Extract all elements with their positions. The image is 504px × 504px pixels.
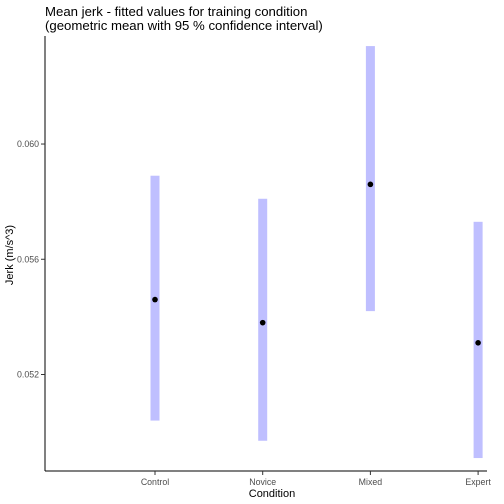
x-axis-ticks: Control Novice Mixed Expert (141, 471, 491, 487)
mean-point-mixed (367, 181, 374, 188)
mean-point-novice (259, 319, 266, 326)
y-tick-label: 0.060 (17, 139, 39, 149)
chart-title-line-2: (geometric mean with 95 % confidence int… (45, 18, 323, 33)
y-axis-title: Jerk (m/s^3) (4, 225, 16, 285)
mean-point-control (152, 296, 158, 303)
x-tick-label-mixed: Mixed (359, 477, 383, 487)
x-tick-label-expert: Expert (465, 477, 491, 487)
x-axis-title: Condition (249, 488, 295, 500)
x-tick-label-control: Control (141, 477, 169, 487)
ci-bar-mixed (365, 46, 375, 312)
mean-points (152, 181, 481, 346)
ci-bar-expert (473, 221, 483, 459)
mean-point-expert (475, 340, 481, 346)
ci-bar-novice (258, 198, 268, 441)
confidence-intervals (150, 46, 483, 459)
y-tick-label: 0.052 (17, 369, 39, 379)
y-axis-ticks: 0.052 0.056 0.060 (17, 139, 45, 379)
y-tick-label: 0.056 (17, 254, 39, 264)
chart-title-line-1: Mean jerk - fitted values for training c… (45, 4, 307, 19)
x-tick-label-novice: Novice (249, 477, 276, 487)
